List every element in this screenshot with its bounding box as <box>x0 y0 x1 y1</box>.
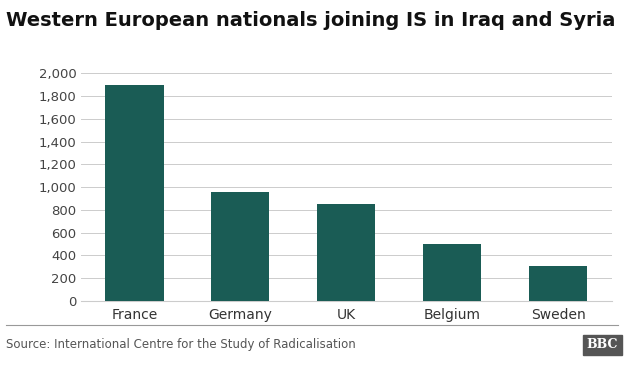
Bar <box>105 85 163 301</box>
Bar <box>423 244 482 301</box>
Text: BBC: BBC <box>587 338 618 352</box>
Bar <box>529 266 587 301</box>
Bar <box>317 204 376 301</box>
Text: Source: International Centre for the Study of Radicalisation: Source: International Centre for the Stu… <box>6 338 356 352</box>
Text: Western European nationals joining IS in Iraq and Syria: Western European nationals joining IS in… <box>6 11 616 30</box>
Bar <box>211 192 270 301</box>
